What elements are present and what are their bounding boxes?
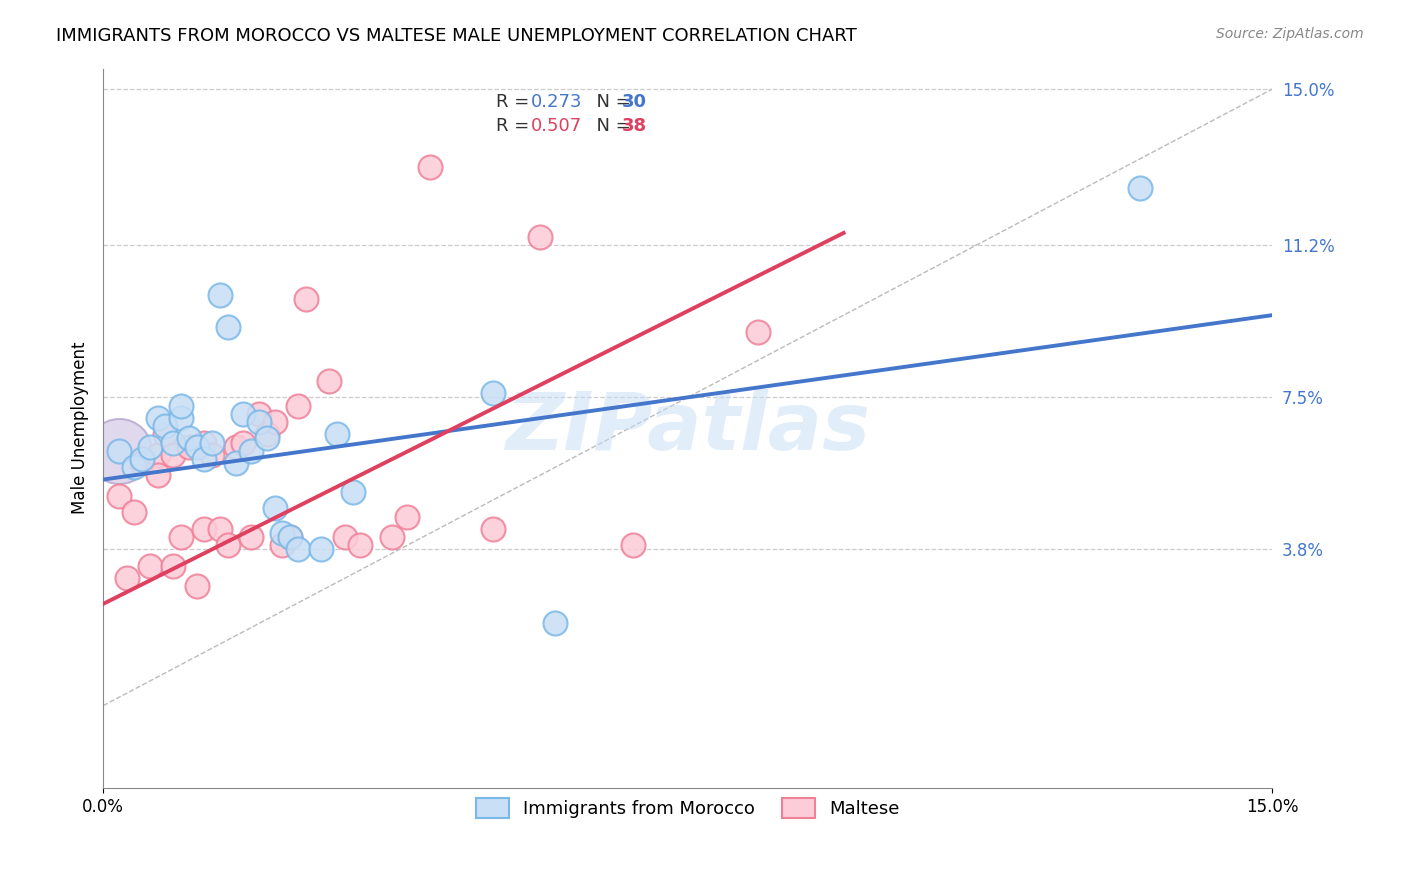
Point — [115, 571, 138, 585]
Point — [544, 616, 567, 631]
Point — [256, 432, 278, 446]
Point — [419, 160, 441, 174]
Text: R =: R = — [496, 117, 534, 135]
Point — [146, 468, 169, 483]
Point — [186, 579, 208, 593]
Text: N =: N = — [585, 117, 637, 135]
Point — [186, 440, 208, 454]
Point — [263, 501, 285, 516]
Point — [247, 407, 270, 421]
Point — [271, 526, 294, 541]
Point — [482, 522, 505, 536]
Point — [278, 530, 301, 544]
Point — [529, 230, 551, 244]
Point — [155, 419, 177, 434]
Point — [225, 456, 247, 470]
Point — [318, 374, 340, 388]
Point — [621, 538, 644, 552]
Point — [124, 460, 146, 475]
Text: 0.507: 0.507 — [531, 117, 582, 135]
Point — [240, 530, 263, 544]
Point — [326, 427, 349, 442]
Legend: Immigrants from Morocco, Maltese: Immigrants from Morocco, Maltese — [468, 791, 907, 826]
Point — [146, 448, 169, 462]
Point — [170, 411, 193, 425]
Point — [139, 440, 162, 454]
Point — [139, 558, 162, 573]
Text: 38: 38 — [623, 117, 647, 135]
Point — [193, 435, 215, 450]
Point — [349, 538, 371, 552]
Point — [287, 542, 309, 557]
Point — [278, 530, 301, 544]
Point — [747, 325, 769, 339]
Text: 0.273: 0.273 — [531, 94, 582, 112]
Point — [247, 415, 270, 429]
Point — [294, 292, 316, 306]
Text: Source: ZipAtlas.com: Source: ZipAtlas.com — [1216, 27, 1364, 41]
Y-axis label: Male Unemployment: Male Unemployment — [72, 342, 89, 515]
Point — [1129, 180, 1152, 194]
Text: ZIPatlas: ZIPatlas — [505, 389, 870, 467]
Point — [162, 435, 184, 450]
Point — [177, 440, 200, 454]
Point — [170, 399, 193, 413]
Point — [124, 506, 146, 520]
Point — [271, 538, 294, 552]
Text: R =: R = — [496, 94, 534, 112]
Point — [162, 448, 184, 462]
Point — [396, 509, 419, 524]
Point — [201, 435, 224, 450]
Point — [240, 443, 263, 458]
Point — [342, 484, 364, 499]
Point — [201, 448, 224, 462]
Point — [155, 427, 177, 442]
Point — [209, 287, 232, 301]
Point — [380, 530, 402, 544]
Text: IMMIGRANTS FROM MOROCCO VS MALTESE MALE UNEMPLOYMENT CORRELATION CHART: IMMIGRANTS FROM MOROCCO VS MALTESE MALE … — [56, 27, 858, 45]
Text: 30: 30 — [623, 94, 647, 112]
Point — [232, 435, 254, 450]
Point — [177, 432, 200, 446]
Point — [263, 415, 285, 429]
Point — [193, 452, 215, 467]
Point — [146, 411, 169, 425]
Point — [131, 452, 153, 467]
Point — [217, 538, 239, 552]
Point — [311, 542, 333, 557]
Point — [107, 443, 129, 458]
Point — [256, 427, 278, 442]
Point — [209, 522, 232, 536]
Point — [107, 489, 129, 503]
Point — [232, 407, 254, 421]
Point — [225, 440, 247, 454]
Point — [170, 530, 193, 544]
Point — [333, 530, 356, 544]
Point — [287, 399, 309, 413]
Point — [162, 558, 184, 573]
Point — [482, 386, 505, 401]
Point — [193, 522, 215, 536]
Point — [107, 443, 129, 458]
Text: N =: N = — [585, 94, 637, 112]
Point — [131, 456, 153, 470]
Point — [217, 320, 239, 334]
